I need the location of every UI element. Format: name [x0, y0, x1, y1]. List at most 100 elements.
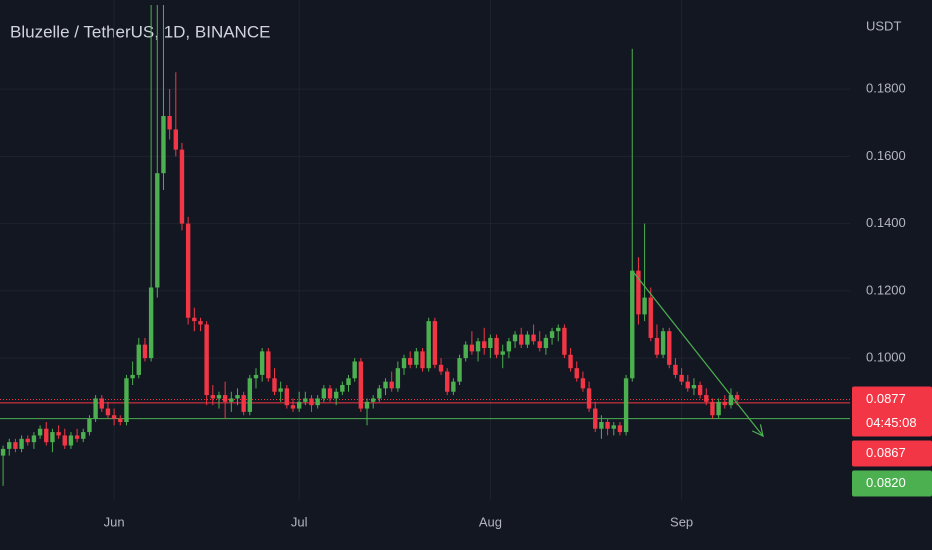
candle-body [284, 388, 290, 406]
candle-body [216, 395, 222, 399]
candle-body [0, 448, 6, 456]
candle-body [185, 223, 191, 318]
candle-body [179, 149, 185, 224]
candle-body [235, 395, 240, 399]
candle-body [370, 398, 376, 402]
candle-body [74, 435, 80, 439]
candle-body [728, 395, 734, 406]
candle-body [62, 435, 67, 446]
candle-body [192, 317, 197, 322]
candle-body [352, 361, 357, 379]
candle-body [333, 391, 339, 399]
price-countdown: 04:45:08 [866, 415, 917, 430]
candle-body [562, 327, 567, 355]
candle-body [463, 344, 468, 359]
candle-body [346, 378, 351, 386]
candle-body [19, 438, 24, 449]
x-tick-label: Jun [104, 514, 125, 529]
candle-body [87, 418, 92, 433]
x-tick-label: Jul [291, 514, 308, 529]
candle-body [124, 378, 129, 422]
candle-body [321, 388, 327, 399]
candle-body [697, 385, 703, 396]
candle-body [93, 398, 98, 419]
candle-body [142, 344, 148, 359]
candle-body [457, 358, 462, 382]
candle-body [617, 425, 623, 433]
candle-body [667, 331, 672, 365]
candle-body [556, 327, 561, 332]
candle-body [50, 432, 55, 443]
candle-body [303, 398, 308, 402]
candle-body [198, 321, 203, 325]
candle-body [704, 395, 709, 402]
candle-body [340, 385, 345, 392]
y-tick-label: 0.1200 [866, 282, 906, 297]
candle-body [173, 129, 178, 150]
candle-body [673, 364, 678, 375]
candle-body [148, 287, 154, 359]
candle-body [68, 435, 74, 446]
candle-body [364, 401, 370, 409]
candle-body [296, 401, 302, 409]
x-tick-label: Sep [670, 514, 693, 529]
candle-body [593, 408, 598, 429]
trendline [631, 270, 764, 437]
candle-body [605, 421, 610, 429]
y-tick-label: 0.1000 [866, 350, 906, 365]
candle-body [660, 331, 666, 355]
candle-body [580, 378, 586, 389]
y-tick-label: 0.1800 [866, 81, 906, 96]
candle-body [710, 401, 715, 416]
price-badge-label: 0.0867 [866, 445, 906, 460]
candle-body [451, 381, 456, 392]
candle-body [401, 358, 407, 369]
candle-body [568, 354, 573, 369]
price-badge-label: 0.0877 [866, 391, 906, 406]
candle-body [482, 341, 487, 349]
candle-body [167, 116, 172, 130]
candle-body [426, 321, 431, 369]
candle-body [241, 395, 246, 412]
candle-body [469, 344, 475, 352]
trendline-arrow [751, 424, 764, 438]
candle-body [389, 381, 394, 389]
price-badge-label: 0.0820 [866, 475, 906, 490]
candle-body [623, 378, 629, 433]
candle-body [716, 401, 721, 416]
candle-body [407, 358, 413, 365]
candle-body [445, 371, 450, 392]
price-badge [852, 440, 932, 467]
candle-body [259, 351, 265, 375]
candle-body [56, 432, 61, 436]
y-tick-label: 0.1400 [866, 215, 906, 230]
candle-body [438, 364, 444, 372]
candle-body [25, 438, 30, 443]
candle-body [475, 341, 481, 352]
candle-body [734, 395, 740, 400]
candle-body [136, 344, 141, 375]
candle-body [31, 435, 37, 443]
candle-body [309, 398, 314, 406]
candle-body [105, 408, 111, 416]
y-axis-label: USDT [866, 18, 901, 33]
candle-body [648, 297, 653, 338]
candle-body [358, 361, 364, 409]
candle-body [519, 334, 524, 345]
candle-body [253, 374, 259, 379]
candle-body [13, 442, 18, 449]
candle-body [247, 378, 253, 412]
y-tick-label: 0.1600 [866, 148, 906, 163]
candle-body [679, 374, 684, 382]
candle-body [654, 337, 660, 355]
candle-body [691, 385, 697, 389]
candle-body [155, 173, 160, 288]
candle-body [290, 405, 296, 409]
candle-body [229, 398, 234, 402]
candle-body [512, 334, 518, 342]
candle-body [574, 368, 579, 379]
candle-body [7, 442, 12, 449]
candle-body [722, 401, 727, 406]
